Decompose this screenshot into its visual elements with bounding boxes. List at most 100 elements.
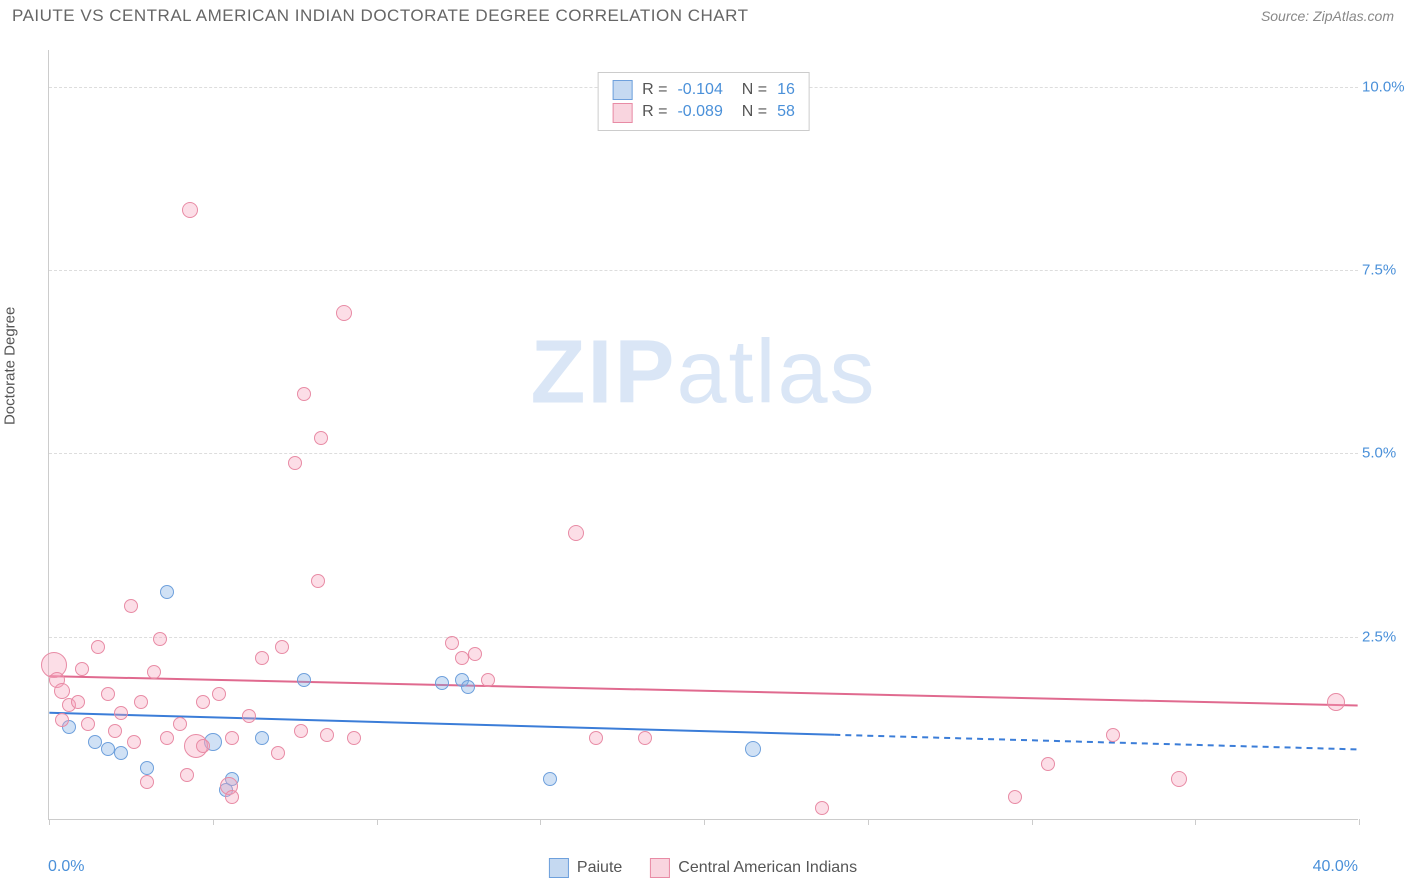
data-point (55, 713, 69, 727)
x-tick (540, 819, 541, 825)
data-point (225, 790, 239, 804)
legend-item-paiute: Paiute (549, 858, 622, 878)
data-point (297, 673, 311, 687)
n-label: N = (733, 79, 767, 101)
chart-title: PAIUTE VS CENTRAL AMERICAN INDIAN DOCTOR… (12, 6, 748, 26)
data-point (435, 676, 449, 690)
data-point (255, 651, 269, 665)
x-tick (1032, 819, 1033, 825)
data-point (288, 456, 302, 470)
data-point (320, 728, 334, 742)
data-point (114, 706, 128, 720)
data-point (182, 202, 198, 218)
data-point (543, 772, 557, 786)
gridline (49, 270, 1358, 271)
correlation-row-2: R = -0.089 N = 58 (612, 101, 795, 123)
data-point (347, 731, 361, 745)
data-point (336, 305, 352, 321)
y-tick-label: 2.5% (1362, 628, 1406, 645)
legend-label-2: Central American Indians (678, 859, 857, 877)
swatch-blue-icon (612, 80, 632, 100)
data-point (468, 647, 482, 661)
data-point (568, 525, 584, 541)
data-point (455, 651, 469, 665)
y-tick-label: 5.0% (1362, 445, 1406, 462)
data-point (225, 731, 239, 745)
data-point (71, 695, 85, 709)
data-point (212, 687, 226, 701)
legend-item-cai: Central American Indians (650, 858, 857, 878)
n-value-1: 16 (777, 79, 795, 101)
x-axis-max: 40.0% (1313, 858, 1358, 876)
data-point (196, 739, 210, 753)
y-axis-label: Doctorate Degree (2, 307, 19, 425)
data-point (101, 742, 115, 756)
data-point (638, 731, 652, 745)
x-tick (1359, 819, 1360, 825)
data-point (153, 632, 167, 646)
legend-label-1: Paiute (577, 859, 622, 877)
data-point (311, 574, 325, 588)
r-label: R = (642, 79, 667, 101)
x-tick (868, 819, 869, 825)
data-point (114, 746, 128, 760)
data-point (160, 731, 174, 745)
chart-source: Source: ZipAtlas.com (1261, 8, 1394, 24)
data-point (294, 724, 308, 738)
x-tick (704, 819, 705, 825)
data-point (124, 599, 138, 613)
gridline (49, 637, 1358, 638)
legend-swatch-blue-icon (549, 858, 569, 878)
data-point (1106, 728, 1120, 742)
data-point (1327, 693, 1345, 711)
data-point (160, 585, 174, 599)
data-point (108, 724, 122, 738)
data-point (271, 746, 285, 760)
data-point (481, 673, 495, 687)
data-point (75, 662, 89, 676)
x-tick (377, 819, 378, 825)
data-point (196, 695, 210, 709)
r-value-1: -0.104 (677, 79, 722, 101)
data-point (54, 683, 70, 699)
legend-swatch-pink-icon (650, 858, 670, 878)
data-point (180, 768, 194, 782)
chart-container: Doctorate Degree ZIPatlas R = -0.104 N =… (0, 30, 1406, 886)
x-tick (49, 819, 50, 825)
data-point (815, 801, 829, 815)
data-point (140, 775, 154, 789)
data-point (91, 640, 105, 654)
data-point (173, 717, 187, 731)
swatch-pink-icon (612, 103, 632, 123)
data-point (88, 735, 102, 749)
plot-area: ZIPatlas R = -0.104 N = 16 R = -0.089 N … (48, 50, 1358, 820)
x-axis-min: 0.0% (48, 858, 84, 876)
data-point (745, 741, 761, 757)
legend: Paiute Central American Indians (549, 858, 857, 878)
data-point (1171, 771, 1187, 787)
data-point (445, 636, 459, 650)
chart-header: PAIUTE VS CENTRAL AMERICAN INDIAN DOCTOR… (0, 0, 1406, 30)
y-tick-label: 10.0% (1362, 78, 1406, 95)
gridline (49, 453, 1358, 454)
data-point (461, 680, 475, 694)
watermark: ZIPatlas (530, 321, 876, 424)
correlation-box: R = -0.104 N = 16 R = -0.089 N = 58 (597, 72, 810, 131)
trend-lines (49, 50, 1358, 819)
data-point (1008, 790, 1022, 804)
data-point (127, 735, 141, 749)
data-point (140, 761, 154, 775)
n-label-2: N = (733, 101, 767, 123)
correlation-row-1: R = -0.104 N = 16 (612, 79, 795, 101)
r-value-2: -0.089 (677, 101, 722, 123)
r-label-2: R = (642, 101, 667, 123)
watermark-light: atlas (676, 322, 876, 422)
data-point (255, 731, 269, 745)
x-tick (213, 819, 214, 825)
n-value-2: 58 (777, 101, 795, 123)
data-point (134, 695, 148, 709)
data-point (297, 387, 311, 401)
data-point (589, 731, 603, 745)
watermark-bold: ZIP (530, 322, 676, 422)
x-tick (1195, 819, 1196, 825)
